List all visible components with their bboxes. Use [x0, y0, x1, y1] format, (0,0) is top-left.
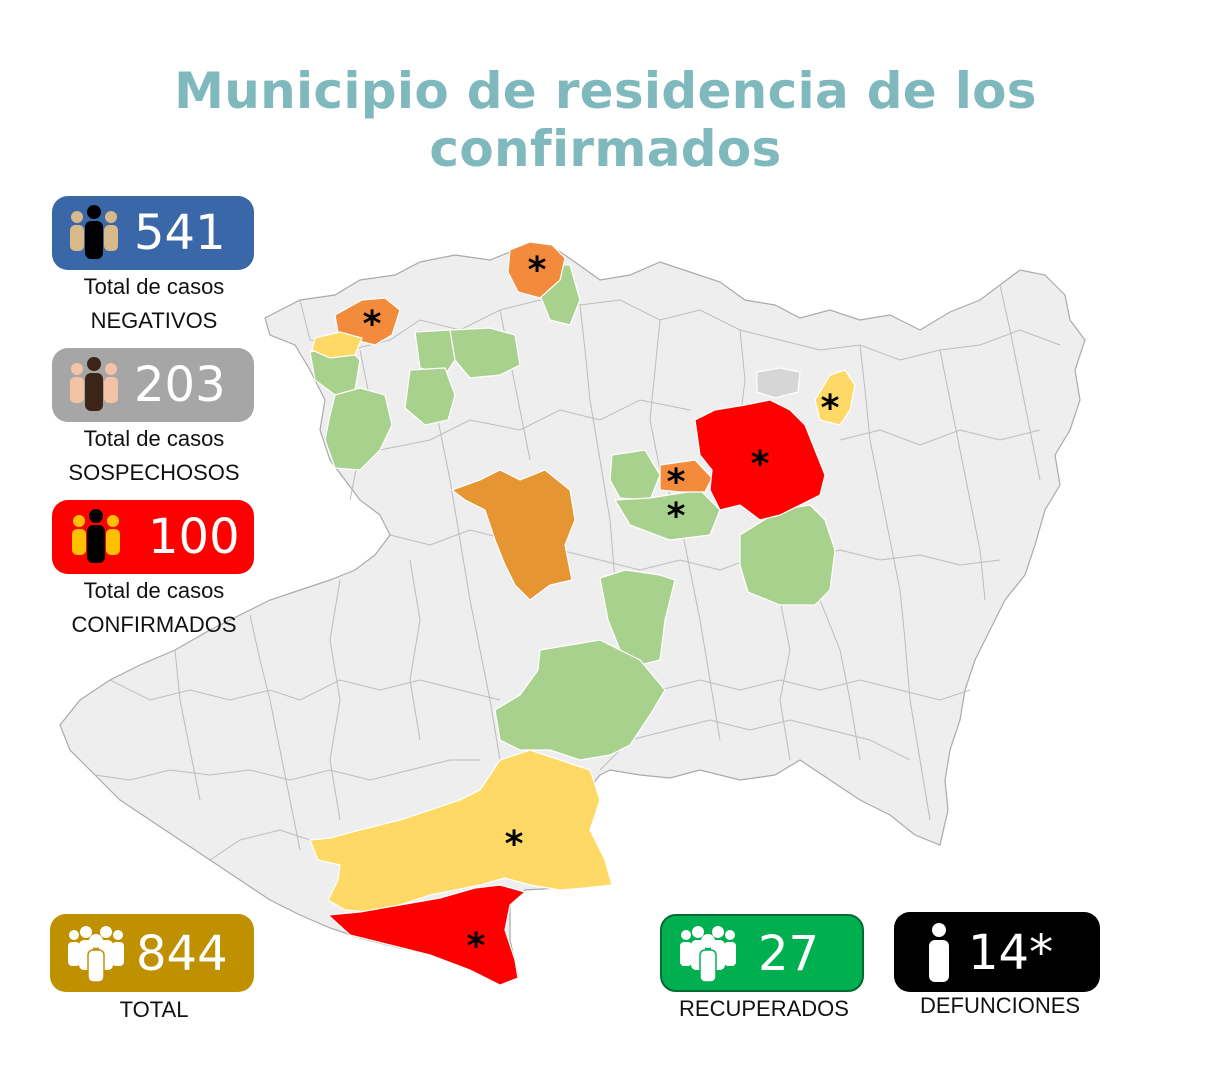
recuperados-badge: 27 — [660, 914, 864, 992]
red-municipalities — [326, 399, 826, 986]
group-icon — [680, 926, 736, 983]
marker: * — [528, 250, 547, 291]
yellow-municipalities — [309, 331, 856, 913]
negativos-line1: Total de casos — [83, 274, 225, 299]
confirmados-count: 100 — [148, 509, 240, 565]
marker: * — [667, 496, 686, 537]
marker: * — [467, 926, 486, 967]
people-icon — [72, 509, 120, 563]
marker: * — [751, 444, 770, 485]
recuperados-count: 27 — [758, 926, 820, 982]
marker: * — [667, 462, 686, 503]
orange-municipalities — [334, 241, 713, 601]
sospechosos-badge: 203 — [52, 348, 254, 422]
confirmados-badge: 100 — [52, 500, 254, 574]
page-title: Municipio de residencia de los confirmad… — [174, 62, 1037, 178]
state-outline — [59, 244, 1086, 986]
confirmados-caption: Total de casos CONFIRMADOS — [52, 574, 256, 642]
group-icon — [68, 926, 124, 983]
marker: * — [363, 304, 382, 345]
recuperados-label: RECUPERADOS — [679, 996, 849, 1021]
green-municipalities — [309, 264, 836, 761]
confirmados-line2: CONFIRMADOS — [71, 612, 237, 637]
total-count: 844 — [136, 926, 228, 982]
sospechosos-count: 203 — [134, 357, 226, 413]
marker: * — [821, 388, 840, 429]
people-icon — [70, 205, 118, 259]
sospechosos-line1: Total de casos — [83, 426, 225, 451]
people-icon — [70, 357, 118, 411]
negativos-caption: Total de casos NEGATIVOS — [52, 270, 256, 338]
negativos-badge: 541 — [52, 196, 254, 270]
sospechosos-line2: SOSPECHOSOS — [68, 460, 240, 485]
gray-municipality — [756, 367, 801, 399]
defunciones-label: DEFUNCIONES — [919, 993, 1081, 1018]
negativos-count: 541 — [134, 205, 226, 261]
confirmados-line1: Total de casos — [83, 578, 225, 603]
defunciones-badge: 14* — [894, 912, 1100, 992]
markers: * * * * * * * * — [363, 250, 840, 967]
sospechosos-caption: Total de casos SOSPECHOSOS — [52, 422, 256, 490]
total-label: TOTAL — [119, 997, 189, 1022]
defunciones-count: 14* — [968, 925, 1054, 981]
negativos-line2: NEGATIVOS — [90, 308, 218, 333]
marker: * — [505, 824, 524, 865]
total-badge: 844 — [50, 914, 254, 992]
person-icon — [929, 923, 949, 982]
